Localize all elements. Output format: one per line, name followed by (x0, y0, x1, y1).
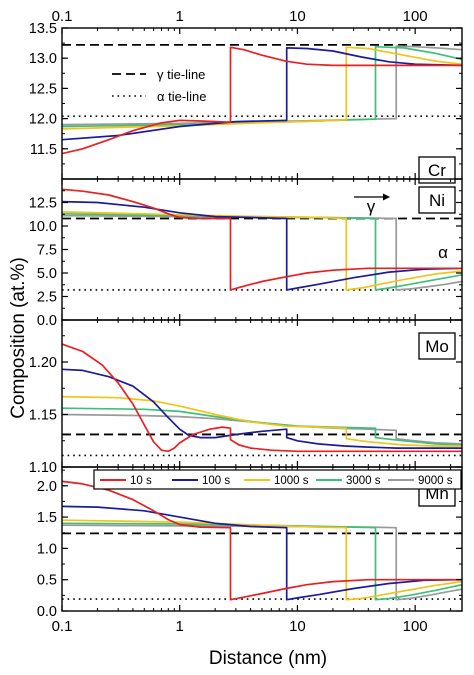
tieline-legend: γ tie-line α tie-line (112, 67, 206, 104)
y-tick-label: 11.5 (30, 142, 57, 158)
element-label: Mo (425, 337, 449, 356)
legend-entry-100s: 100 s (202, 475, 230, 487)
x-tick-label-top: 10 (289, 8, 306, 25)
gamma-phase-label: γ (367, 197, 376, 216)
y-axis-label: Composition (at.%) (8, 257, 29, 419)
series-line-9000s (62, 413, 462, 445)
series-line-10s (62, 188, 462, 291)
element-label-box (418, 186, 456, 214)
series-legend-box (93, 469, 462, 490)
series-line-1000s (62, 211, 462, 291)
legend-entry-9000s: 9000 s (418, 475, 453, 487)
panel-ni: 0.0 2.5 5.0 7.5 10.0 12.5 Ni γ α (29, 178, 463, 329)
series-line-9000s (62, 524, 462, 601)
series-line-1000s (62, 46, 462, 130)
gamma-arrowhead (383, 193, 390, 201)
y-tick-label: 1.5 (37, 510, 57, 526)
series-line-3000s (62, 45, 462, 128)
panel-frame (61, 178, 463, 321)
x-tick-label-bottom: 1 (176, 618, 184, 635)
series-line-9000s (62, 45, 462, 126)
element-label: Ni (429, 191, 445, 210)
panel-mn: 0.00.51.01.52.0 Mn (37, 466, 463, 620)
x-tick-label-top: 100 (403, 8, 428, 25)
x-tick-label-bottom: 100 (403, 618, 428, 635)
legend-entry-3000s: 3000 s (346, 475, 381, 487)
y-tick-label: 12.5 (29, 196, 57, 212)
y-tick-label: 12.5 (29, 81, 57, 97)
x-tick-label-bottom: 0.1 (52, 618, 73, 635)
alpha-phase-label: α (438, 243, 448, 262)
y-tick-label: 2.0 (37, 479, 57, 495)
y-tick-label: 10.0 (29, 219, 57, 235)
y-tick-label: 5.0 (37, 266, 57, 282)
legend-gamma-label: γ tie-line (157, 67, 205, 82)
y-tick-label: 13.0 (29, 51, 57, 67)
series-line-100s (62, 368, 462, 449)
series-line-10s (62, 480, 462, 601)
series-legend: 10 s 100 s 1000 s 3000 s 9000 s (93, 469, 462, 490)
y-tick-label: 1.15 (29, 408, 57, 424)
series-line-10s (62, 343, 462, 453)
series-line-3000s (62, 212, 462, 291)
y-tick-label: 12.0 (29, 112, 57, 128)
x-tick-label-top: 1 (176, 8, 184, 25)
y-tick-label: 1.0 (37, 541, 57, 557)
series-line-100s (62, 200, 462, 291)
legend-entry-10s: 10 s (130, 475, 152, 487)
y-tick-label: 13.5 (29, 21, 57, 37)
y-tick-label: 0.0 (37, 313, 57, 329)
x-tick-label-bottom: 10 (289, 618, 306, 635)
legend-alpha-label: α tie-line (157, 89, 206, 104)
y-tick-label: 1.20 (29, 355, 57, 371)
y-tick-label: 7.5 (37, 243, 57, 259)
series-line-10s (62, 46, 462, 155)
y-tick-label: 1.10 (29, 460, 57, 476)
y-tick-label: 2.5 (37, 290, 57, 306)
x-axis-label: Distance (nm) (209, 648, 327, 669)
element-label: Cr (428, 161, 446, 180)
y-tick-label: 0.5 (37, 573, 57, 589)
series-line-1000s (62, 519, 462, 601)
series-line-100s (62, 47, 462, 141)
panel-frame (61, 27, 463, 180)
x-tick-label-top: 0.1 (52, 8, 73, 25)
series-line-9000s (62, 214, 462, 291)
series-line-1000s (62, 395, 462, 447)
panel-cr: 11.5 12.0 12.5 13.0 13.5 Cr γ tie-line α tie-li… (29, 21, 463, 184)
legend-entry-1000s: 1000 s (274, 475, 309, 487)
panel-mo: 1.10 1.15 1.20 Mo (29, 319, 463, 476)
series-line-3000s (62, 522, 462, 601)
element-label-box (418, 332, 456, 360)
series-line-100s (62, 505, 462, 601)
y-tick-label: 0.0 (37, 604, 57, 620)
